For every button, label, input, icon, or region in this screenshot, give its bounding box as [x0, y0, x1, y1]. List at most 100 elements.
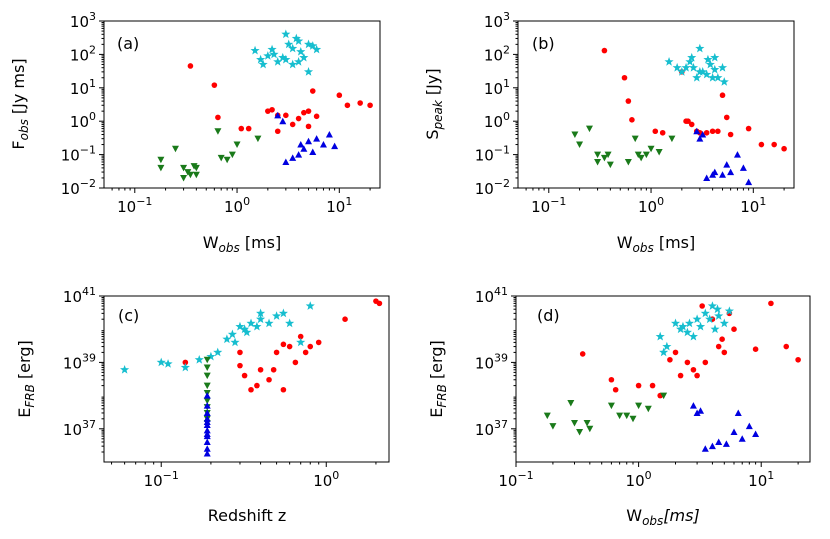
panel-a-cyan-point: [303, 39, 314, 49]
panel-a-y-tick-label: 101: [70, 77, 96, 98]
panel-d-ylabel: EFRB [erg]: [427, 340, 449, 417]
panel-b-series-green: [571, 125, 676, 169]
panel-b-red-point: [709, 128, 716, 135]
panel-d-cyan-point: [719, 318, 729, 328]
panel-b-y-tick-label: 102: [484, 43, 510, 64]
panel-c-cyan-point: [206, 351, 216, 361]
panel-a-red-point: [289, 121, 296, 128]
panel-d-cyan-point: [710, 324, 720, 334]
panel-b-green-point: [604, 151, 612, 159]
panel-d-cyan-point: [688, 331, 698, 341]
panel-a-green-point: [192, 171, 200, 179]
panel-d-cyan-point: [695, 321, 706, 331]
panel-b-green-point: [594, 159, 602, 166]
panel-d-red-point: [612, 386, 619, 393]
panel-a-x-tick-exponent: 0: [243, 195, 250, 208]
panel-a-cyan-point: [288, 43, 298, 53]
panel-b-cyan-point: [703, 54, 713, 64]
panel-d-red-point: [684, 359, 691, 366]
panel-c-red-point: [273, 349, 280, 356]
panel-b-cyan-point: [685, 57, 695, 66]
panel-c-green-point: [203, 382, 211, 390]
panel-a-cyan-point: [299, 52, 309, 62]
panel-d-green-point: [549, 423, 557, 430]
panel-a-red-point: [245, 125, 252, 132]
panel-d-red-point: [677, 372, 684, 379]
panel-d-cyan-point: [670, 318, 681, 328]
panel-a-x-tick-label: 10−1: [117, 195, 152, 216]
panel-a-y-tick-label: 100: [70, 110, 96, 131]
panel-d-blue-point: [722, 440, 730, 447]
panel-b-y-tick-label: 100: [484, 110, 510, 131]
panel-a-cyan-point: [312, 44, 322, 54]
panel-c-series-blue: [203, 392, 211, 457]
panel-c-cyan-point: [256, 308, 266, 318]
panel-c-green-point: [203, 356, 211, 364]
panel-c-red-point: [241, 372, 248, 379]
panel-a-cyan-point: [288, 59, 298, 69]
panel-d-blue-point: [697, 407, 705, 414]
panel-a-cyan-point: [303, 67, 314, 76]
panel-b-green-point: [576, 141, 584, 149]
panel-d-series-cyan: [655, 301, 734, 357]
panel-a-green-point: [171, 145, 179, 153]
panel-d-y-tick-exponent: 41: [494, 285, 508, 298]
panel-b-cyan-point: [719, 77, 729, 86]
panel-d-x-tick-exponent: −1: [517, 469, 533, 482]
panel-c-red-point: [182, 359, 189, 366]
panel-c-red-point: [237, 362, 243, 369]
panel-d-green-point: [616, 412, 624, 420]
panel-a-cyan-point: [256, 54, 266, 64]
panel-d-cyan-point: [662, 341, 672, 351]
panel-b-label: (b): [532, 34, 555, 53]
panel-d-blue-point: [730, 428, 738, 436]
panel-a-red-point: [265, 108, 271, 114]
panel-b-y-tick-exponent: 0: [503, 110, 510, 123]
panel-a-cyan-point: [308, 41, 318, 50]
panel-b-cyan-point: [710, 52, 720, 62]
panel-b-cyan-point: [705, 59, 715, 69]
panel-c-cyan-point: [180, 362, 190, 372]
panel-d-green-point: [623, 412, 631, 420]
panel-c-x-tick-label: 10−1: [144, 469, 179, 490]
panel-c-cyan-point: [213, 347, 223, 357]
panel-b-cyan-point: [672, 62, 682, 72]
panel-b-y-tick-label: 10−2: [475, 177, 510, 198]
panel-c-y-tick-exponent: 39: [82, 351, 96, 364]
panel-a-series-cyan: [250, 29, 322, 76]
panel-b-x-tick-label: 10−1: [531, 195, 566, 216]
panel-d-cyan-point: [655, 331, 665, 341]
panel-d-red-point: [649, 382, 656, 389]
panel-a-blue-point: [300, 145, 308, 152]
panel-d-series-blue: [689, 402, 760, 452]
panel-a-green-point: [228, 151, 236, 159]
panel-a-y-tick-label: 103: [70, 10, 96, 31]
panel-a-series-blue: [274, 111, 339, 166]
panel-b-red-point: [727, 131, 734, 138]
panel-d-frame: [515, 295, 811, 463]
panel-d-red-point: [635, 382, 642, 389]
panel-a-red-point: [283, 112, 289, 119]
panel-b-cyan-point: [717, 62, 728, 72]
panel-a-cyan-point: [250, 45, 260, 55]
panel-b-y-tick-label: 101: [484, 77, 510, 98]
panel-d-red-point: [579, 351, 586, 357]
panel-c-cyan-point: [235, 321, 245, 331]
panel-a-y-tick-exponent: 1: [89, 77, 96, 90]
panel-b-red-point: [745, 125, 752, 132]
panel-d-blue-point: [693, 409, 701, 416]
panel-a-y-tick-label: 10−1: [61, 144, 96, 165]
panel-a-blue-point: [331, 142, 339, 150]
panel-c-cyan-point: [256, 314, 266, 324]
panel-b-series-red: [601, 47, 787, 152]
panel-a-blue-point: [279, 117, 287, 125]
panel-b-blue-point: [739, 164, 747, 171]
panel-b-green-point: [600, 154, 608, 162]
panel-b-blue-point: [745, 178, 753, 186]
panel-b-red-point: [758, 141, 765, 148]
panel-c-red-point: [286, 343, 293, 350]
panel-a-red-point: [238, 125, 245, 132]
panel-b-cyan-point: [687, 52, 697, 62]
panel-c-green-point: [203, 372, 211, 380]
